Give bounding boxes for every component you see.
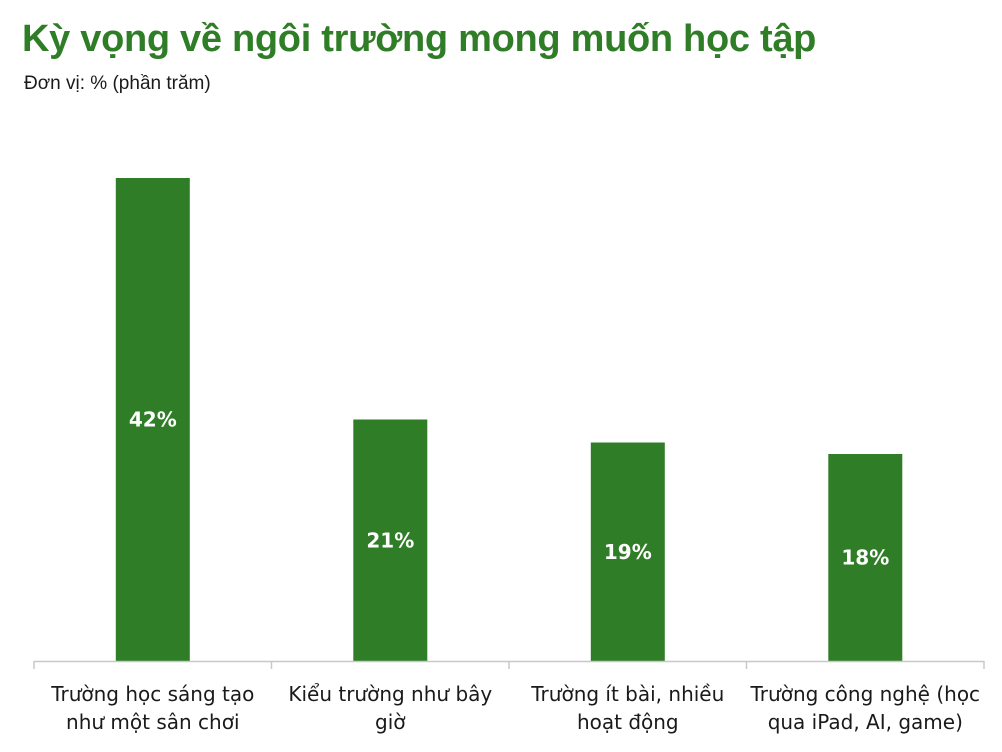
bar-value-label-3: 19% <box>604 540 652 564</box>
category-label-2: Kiểu trường như bây giờ <box>288 682 492 734</box>
category-label-4: Trường công nghệ (học qua iPad, AI, game) <box>750 682 981 734</box>
chart-title: Kỳ vọng về ngôi trường mong muốn học tập <box>22 18 817 60</box>
bar-2 <box>353 419 428 661</box>
category-labels: Trường học sáng tạo như một sân chơi Kiểu … <box>50 682 980 734</box>
bar-3 <box>590 442 665 661</box>
x-axis <box>33 660 985 669</box>
bar-1 <box>115 178 190 661</box>
category-label-1: Trường học sáng tạo như một sân chơi <box>50 682 254 734</box>
bar-value-label-1: 42% <box>129 408 177 432</box>
bars-group: 42% 21% 19% 18% <box>115 178 903 661</box>
bar-value-label-4: 18% <box>841 546 889 570</box>
bar-value-label-2: 21% <box>366 528 414 552</box>
bar-4 <box>828 454 903 661</box>
chart-subtitle: Đơn vị: % (phần trăm) <box>24 73 211 94</box>
category-label-3: Trường ít bài, nhiều hoạt động <box>530 682 724 734</box>
